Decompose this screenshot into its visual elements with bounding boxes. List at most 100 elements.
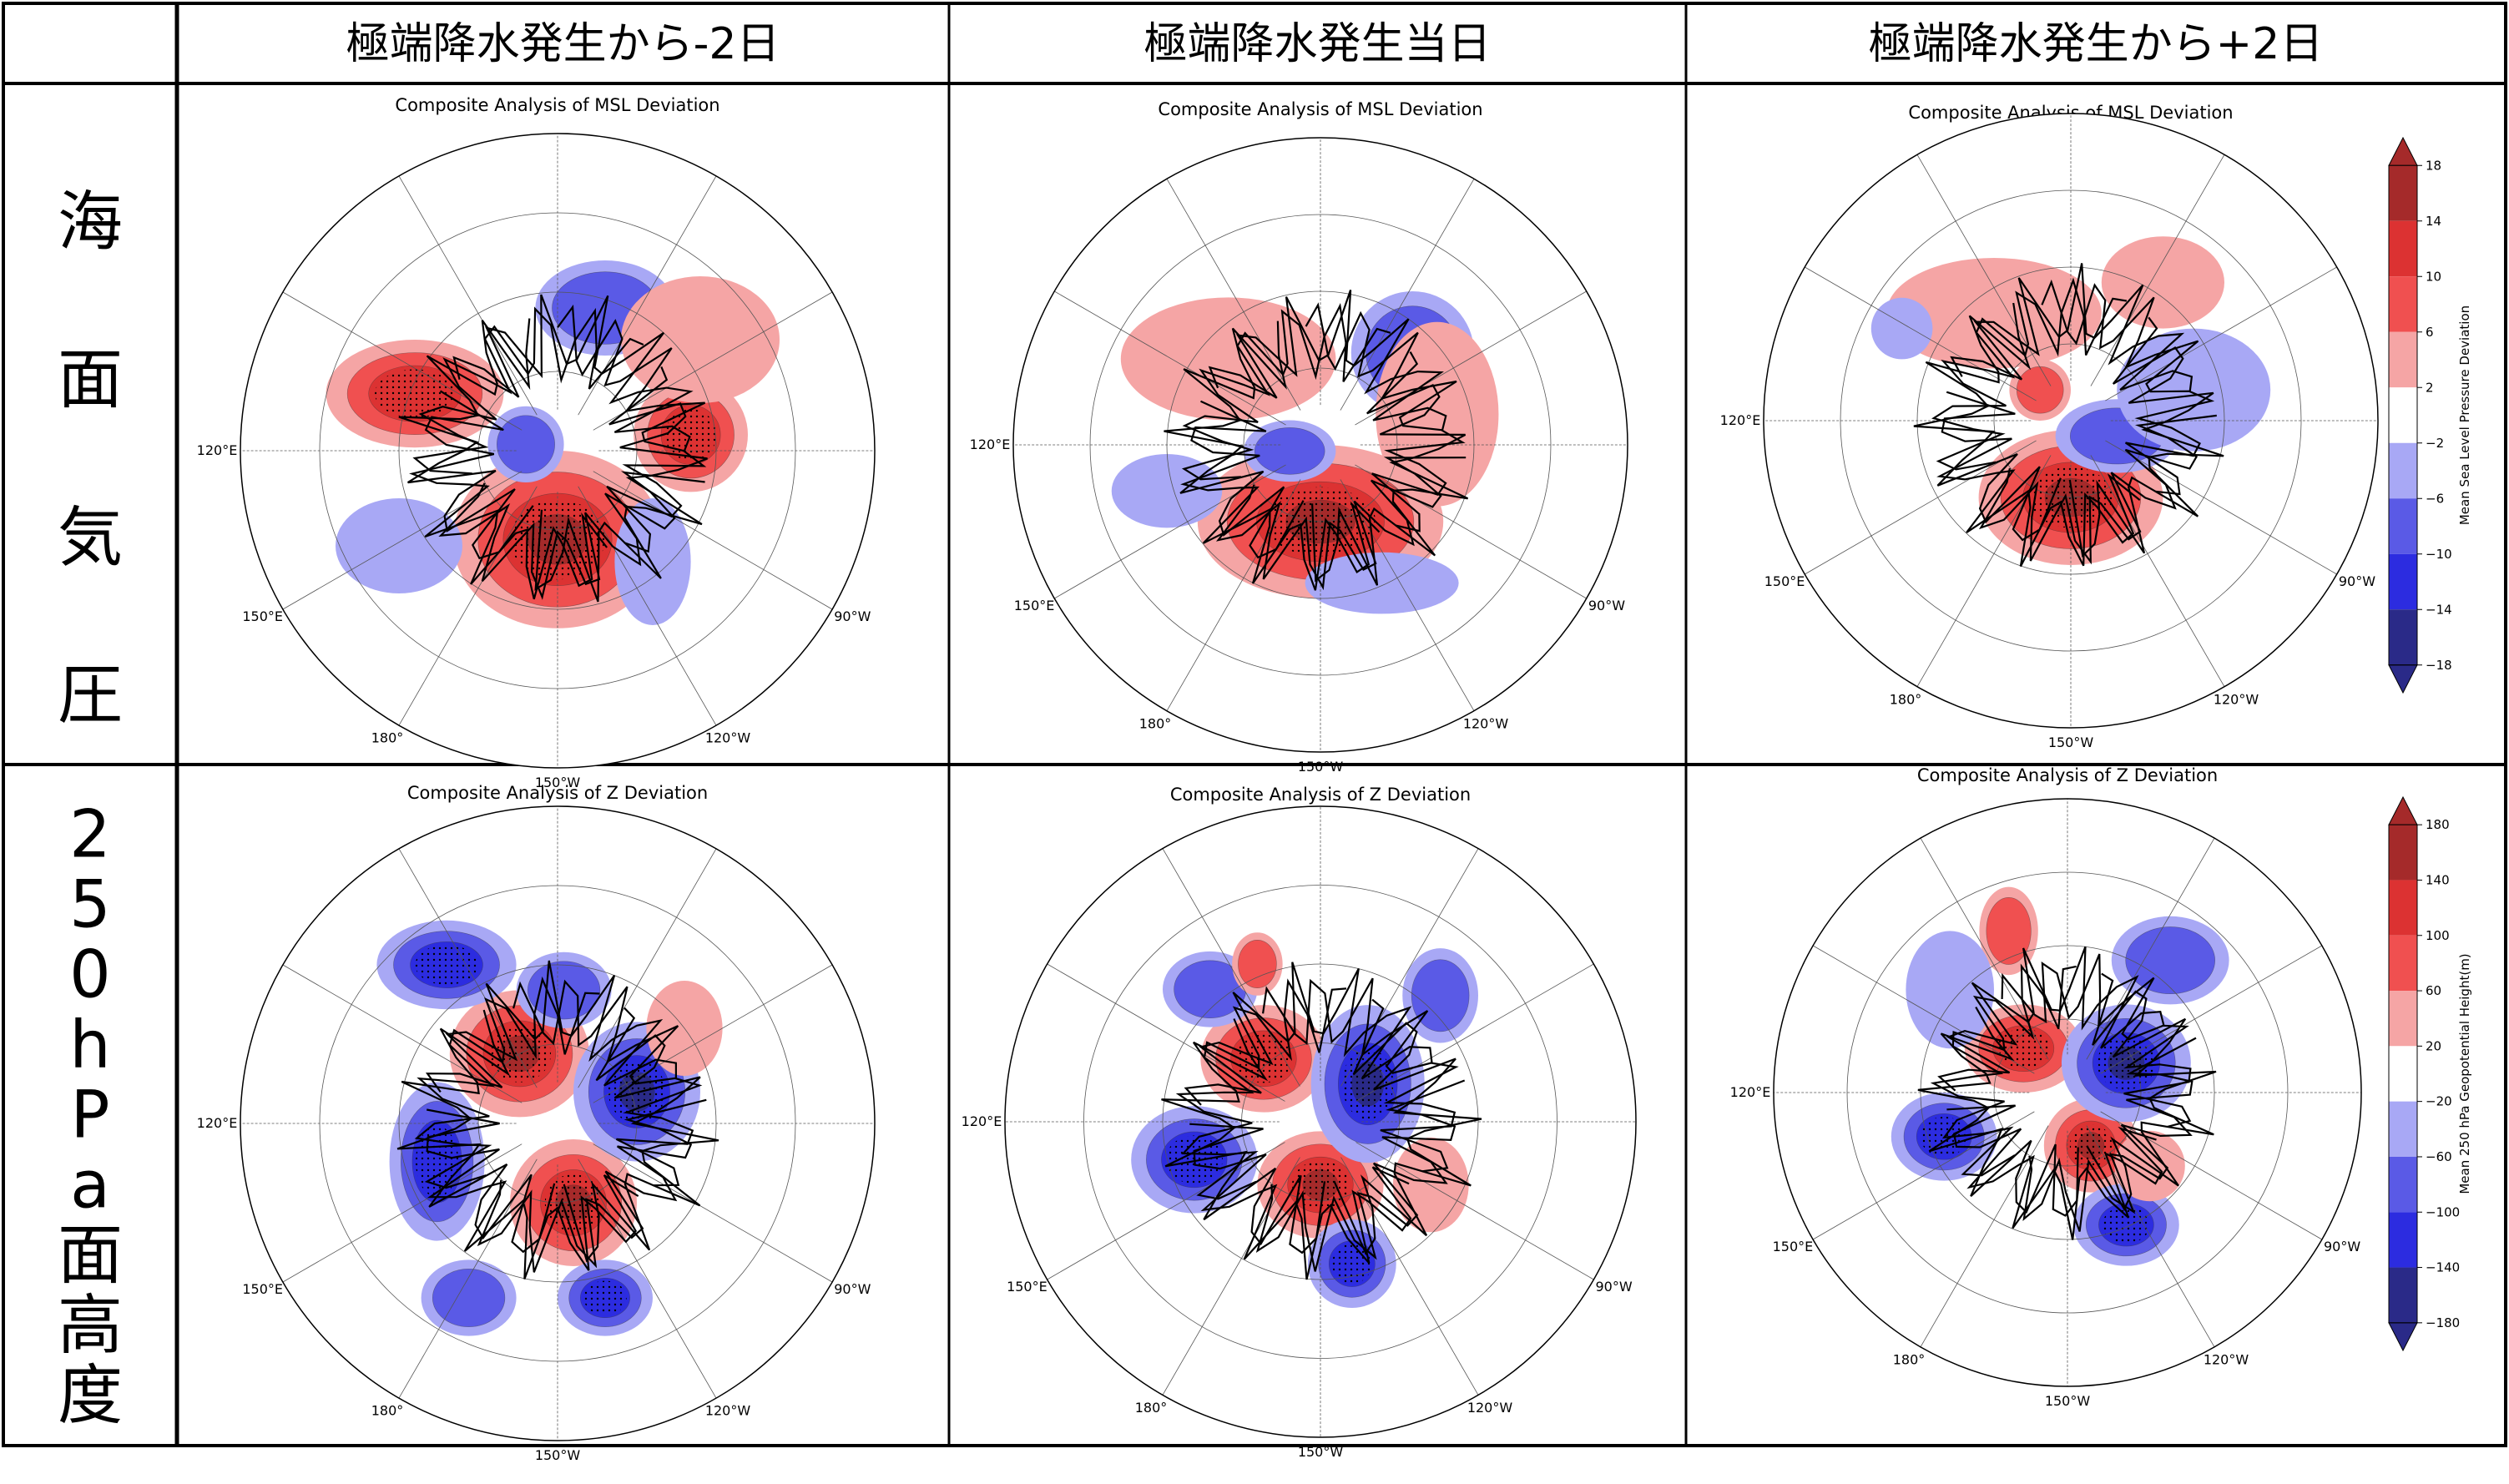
meridian <box>1162 848 1300 1087</box>
colorbar-swatch <box>2389 609 2417 665</box>
meridian <box>1162 1157 1300 1396</box>
colorbar-tick-label: −100 <box>2426 1204 2460 1219</box>
longitude-label: 120°E <box>962 1113 1002 1129</box>
latitude-circle <box>1846 871 2289 1314</box>
meridian <box>2090 154 2225 386</box>
longitude-label: 120°E <box>197 442 238 458</box>
meridian <box>593 1143 833 1283</box>
colorbar-swatch <box>2389 1212 2417 1268</box>
colorbar-tick-label: −60 <box>2426 1149 2452 1164</box>
coastline <box>1262 977 1459 1173</box>
anomaly-contour <box>1305 552 1459 614</box>
longitude-label: 120°W <box>705 1403 751 1419</box>
meridian <box>282 964 522 1103</box>
map-panel: Composite Analysis of Z Deviation 120°E 15… <box>1730 765 2472 1409</box>
colorbar-tick-label: 2 <box>2426 380 2434 395</box>
longitude-label: 90°W <box>1588 598 1625 613</box>
colorbar-extend <box>2388 1322 2418 1352</box>
colorbar-swatch <box>2389 220 2417 277</box>
longitude-label: 150°W <box>2048 734 2094 750</box>
coastline <box>1917 1007 2079 1217</box>
colorbar-tick-label: −10 <box>2426 547 2452 562</box>
colorbar-swatch <box>2389 935 2417 992</box>
coastline <box>1215 457 1467 591</box>
longitude-label: 150°E <box>242 608 283 624</box>
column-header: 極端降水発生当日 <box>1143 19 1491 69</box>
coastline <box>1255 1079 1466 1272</box>
colorbar-tick-label: 10 <box>2426 269 2441 284</box>
longitude-label: 150°E <box>1007 1279 1048 1295</box>
meridian <box>1920 837 2049 1060</box>
row-label-glyph: P <box>70 1078 109 1153</box>
anomaly-contour <box>1986 896 2032 965</box>
longitude-label: 120°E <box>1730 1084 1771 1100</box>
coastline <box>1161 1018 1326 1254</box>
colorbar-tick-label: −140 <box>2426 1260 2460 1275</box>
longitude-label: 180° <box>1135 1400 1168 1416</box>
meridian <box>1047 1142 1285 1280</box>
longitude-label: 120°W <box>1467 1400 1513 1416</box>
coastline <box>557 304 707 553</box>
longitude-label: 180° <box>1139 715 1172 731</box>
meridian <box>1340 479 1475 711</box>
coastline <box>2086 972 2217 1212</box>
coastline <box>2041 279 2215 496</box>
meridian <box>1355 464 1587 599</box>
column-headers: 極端降水発生から-2日 極端降水発生当日 極端降水発生から+2日 <box>346 19 2324 69</box>
row-label-glyph: 0 <box>69 938 111 1013</box>
meridian <box>1812 945 2035 1074</box>
map-panels: Composite Analysis of MSL Deviation 120°E… <box>197 95 2472 1463</box>
colorbar-tick-label: 180 <box>2426 817 2450 832</box>
meridian <box>1920 1125 2049 1348</box>
longitude-label: 90°W <box>1596 1279 1633 1295</box>
meridian <box>282 1143 522 1283</box>
colorbar-tick-label: 60 <box>2426 983 2441 998</box>
longitude-label: 90°W <box>2339 573 2375 589</box>
coastline <box>2001 953 2192 1128</box>
anomaly-contour <box>336 498 462 593</box>
coastline <box>1978 414 2217 565</box>
colorbar-tick-label: 140 <box>2426 872 2450 887</box>
meridian <box>1047 963 1285 1102</box>
meridian <box>2105 440 2337 575</box>
longitude-label: 180° <box>371 1403 404 1419</box>
row-label-glyph: 度 <box>58 1359 123 1434</box>
map-boundary <box>1763 113 2379 729</box>
meridian <box>578 486 717 726</box>
colorbar-swatch <box>2389 1046 2417 1102</box>
longitude-label: 150°W <box>535 1447 581 1463</box>
meridian <box>2105 266 2337 401</box>
anomaly-contour <box>2125 926 2216 995</box>
colorbar-tick-label: −2 <box>2426 436 2444 451</box>
coastline <box>512 979 703 1187</box>
longitude-label: 150°W <box>1298 1444 1344 1460</box>
map-boundary <box>1773 798 2362 1387</box>
colorbar-tick-label: 100 <box>2426 928 2450 943</box>
colorbar-label: Mean Sea Level Pressure Deviation <box>2457 305 2472 525</box>
coastline <box>534 366 708 603</box>
panel-title: Composite Analysis of MSL Deviation <box>395 95 719 115</box>
colorbar-swatch <box>2389 276 2417 332</box>
meridian <box>1166 479 1301 711</box>
colorbar: 18 14 10 6 2 −2 −6 −10 −14 −18 Mean Sea Level Pres… <box>2388 136 2472 694</box>
map-boundary <box>240 805 876 1441</box>
meridian <box>1355 963 1594 1102</box>
colorbar-swatch <box>2389 442 2417 499</box>
significance-stipple <box>583 1280 627 1315</box>
anomaly-contour <box>1120 297 1336 421</box>
anomaly-contour <box>2016 366 2064 414</box>
map-boundary <box>1004 805 1637 1438</box>
colorbar-tick-label: 20 <box>2426 1038 2441 1053</box>
colorbar-swatch <box>2389 1101 2417 1157</box>
row-label-glyph: h <box>69 1008 110 1083</box>
map-boundary <box>240 133 876 769</box>
row-label-glyph: a <box>70 1148 110 1224</box>
colorbar-swatch <box>2389 825 2417 881</box>
colorbar-extend <box>2388 664 2418 694</box>
coastline <box>563 1007 719 1263</box>
significance-stipple <box>415 945 478 985</box>
colorbar-tick-label: 18 <box>2426 158 2441 173</box>
colorbar: 180 140 100 60 20 −20 −60 −100 −140 −180 Mean 250 … <box>2388 795 2472 1352</box>
